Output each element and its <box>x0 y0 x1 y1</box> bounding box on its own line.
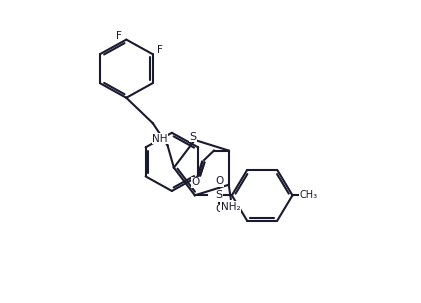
Text: O: O <box>215 205 224 215</box>
Text: F: F <box>157 45 163 55</box>
Text: NH₂: NH₂ <box>221 202 241 212</box>
Text: S: S <box>189 132 196 142</box>
Text: S: S <box>216 190 223 200</box>
Text: F: F <box>116 31 122 41</box>
Text: O: O <box>192 177 200 187</box>
Text: O: O <box>215 176 224 186</box>
Text: CH₃: CH₃ <box>299 190 317 200</box>
Text: NH: NH <box>152 134 168 144</box>
